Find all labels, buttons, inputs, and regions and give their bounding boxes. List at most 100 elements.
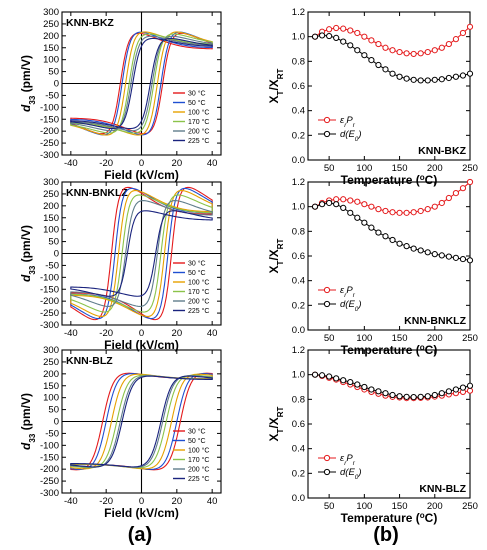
chart-panel-a-bot: -40 -20 0 20 40-300-250-200-150-100-50050100… (19, 345, 222, 520)
x-axis-label: Field (kV/cm) (104, 168, 179, 182)
series-0-point (445, 40, 452, 48)
y-tick-label: 0 (54, 417, 59, 428)
series-0-point (410, 50, 417, 58)
legend-label-0: εrPr (340, 285, 356, 299)
legend-label-1: 50 °C (188, 99, 206, 107)
legend-label-sub2: r (353, 122, 356, 129)
legend-swatch-marker-0 (323, 286, 331, 294)
y-tick-label: 0.8 (292, 394, 305, 405)
legend-label-3: 170 °C (188, 456, 209, 464)
x-tick-label: 0 (139, 158, 144, 169)
series-1-point (410, 245, 417, 252)
y-axis-label-mid: /X (267, 249, 281, 260)
y-tick-label: -150 (40, 284, 59, 295)
y-tick-label: 0.4 (292, 444, 305, 455)
x-tick-label: 50 (324, 163, 335, 174)
series-0-point (375, 40, 382, 48)
legend-label-main: ε (340, 453, 345, 464)
y-tick-label: 150 (43, 381, 59, 392)
y-tick-label: 0.0 (292, 493, 305, 504)
series-0-point (368, 37, 375, 44)
y-axis-label-sub: 33 (28, 95, 37, 104)
legend-label-sub: r (344, 460, 347, 467)
series-1-point (452, 73, 460, 80)
y-tick-label: 0 (54, 79, 59, 90)
series-1-point (333, 201, 340, 208)
series-0-point (382, 44, 389, 51)
series-1-point (445, 388, 452, 395)
y-tick-label: 50 (48, 67, 59, 78)
panel-title: KNN-BNKLZ (404, 315, 466, 327)
series-1-point (340, 204, 347, 211)
x-axis-label: Temperature (oC) (341, 511, 438, 526)
series-1-point (347, 209, 354, 216)
series-0-point (410, 209, 417, 216)
y-tick-label: 150 (43, 43, 59, 54)
x-axis-label: Field (kV/cm) (104, 338, 179, 352)
y-tick-label: -100 (40, 272, 59, 283)
series-1-point (459, 72, 467, 79)
series-1-point (424, 393, 431, 400)
y-tick-label: 0.6 (292, 81, 305, 92)
series-1-point (410, 394, 417, 401)
y-tick-label: -200 (40, 464, 59, 475)
y-tick-label: 50 (48, 405, 59, 416)
y-axis-label-sub2: RT (276, 68, 285, 79)
series-line-0 (70, 32, 213, 135)
x-axis-label-end: C) (425, 173, 438, 187)
panel-title: KNN-BKZ (418, 145, 466, 157)
x-axis-label-main: Temperature ( (341, 511, 420, 525)
y-tick-label: -50 (45, 260, 59, 271)
series-0-point (417, 207, 424, 215)
series-0-point (396, 209, 403, 216)
series-1-point (410, 76, 417, 83)
legend-label-1: 50 °C (188, 269, 206, 277)
y-tick-label: -250 (40, 476, 59, 487)
y-axis-label-sub: 33 (28, 265, 37, 274)
series-0-point (431, 47, 438, 54)
series-0-point (466, 178, 474, 186)
series-1-point (382, 233, 389, 240)
legend-label-sub: r (344, 122, 347, 129)
legend-label-sub: 0 (355, 136, 359, 143)
series-1-point (375, 388, 382, 395)
y-axis-label-unit: (pm/V) (19, 393, 33, 434)
y-tick-label: 0.0 (292, 325, 305, 336)
x-tick-label: -20 (99, 496, 113, 507)
y-axis-label-main: X (267, 95, 281, 103)
series-1-point (368, 224, 375, 231)
legend-label-main: d(E (340, 299, 355, 310)
x-tick-label: 150 (392, 501, 408, 512)
series-1-point (424, 77, 431, 84)
y-tick-label: 0.8 (292, 226, 305, 237)
y-tick-label: -300 (40, 488, 59, 499)
x-tick-label: 50 (324, 501, 335, 512)
y-tick-label: 200 (43, 369, 59, 380)
y-tick-label: -50 (45, 428, 59, 439)
legend-label-0: 30 °C (188, 90, 206, 98)
y-tick-label: -150 (40, 452, 59, 463)
y-tick-label: 0.2 (292, 130, 305, 141)
y-tick-label: 0.8 (292, 56, 305, 67)
x-axis-label-sup: o (420, 511, 425, 520)
y-axis-label: d33 (pm/V) (19, 225, 37, 282)
series-1-point (382, 390, 389, 397)
series-1-point (431, 251, 438, 258)
series-line-5 (70, 210, 213, 297)
series-1-point (452, 386, 460, 393)
x-tick-label: 250 (462, 501, 478, 512)
legend-label-2: 100 °C (188, 447, 209, 455)
y-tick-label: 1.0 (292, 202, 305, 213)
series-1-point (361, 219, 368, 226)
y-axis-label-sub2: RT (276, 406, 285, 417)
x-axis-label-end: C) (425, 511, 438, 525)
y-tick-label: 200 (43, 31, 59, 42)
series-1-point (311, 33, 319, 40)
x-tick-label: 0 (139, 328, 144, 339)
series-0-point (382, 207, 389, 215)
series-0-point (438, 199, 445, 207)
chart-panel-b-bot: 50 100 150 200 250 0.0 0.2 0.4 0.6 0.8 1.0 1.2 Tempe… (267, 345, 478, 525)
legend-swatch-marker-1 (323, 130, 331, 138)
y-tick-label: -300 (40, 150, 59, 161)
series-0-point (403, 50, 410, 57)
